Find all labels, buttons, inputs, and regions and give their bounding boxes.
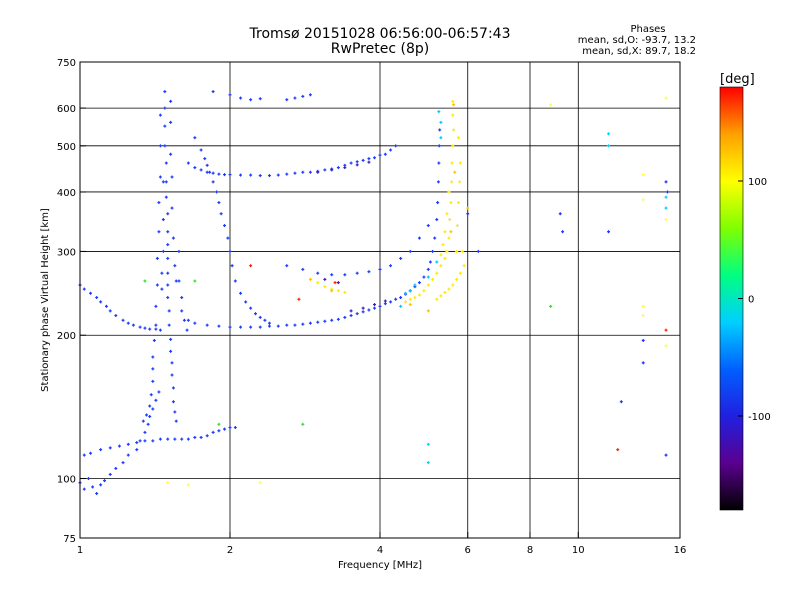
data-points — [78, 90, 669, 496]
x-tick-label: 1 — [77, 545, 83, 556]
chart-title: Tromsø 20151028 06:56:00-06:57:43 — [249, 26, 511, 42]
colorbar-ticks: 100 0 -100 — [738, 177, 771, 423]
y-tick-label: 400 — [57, 188, 76, 199]
colorbar-tick-label: -100 — [748, 412, 771, 423]
y-tick-label: 75 — [63, 534, 76, 545]
x-tick-label: 10 — [572, 545, 585, 556]
x-tick-label: 6 — [465, 545, 471, 556]
y-tick-label: 100 — [57, 475, 76, 486]
x-tick-label: 2 — [227, 545, 233, 556]
y-tick-label: 300 — [57, 247, 76, 258]
phase-heading: Phases — [630, 24, 666, 35]
x-tick-label: 4 — [377, 545, 383, 556]
phase-info: Phases mean, sd,O: -93.7, 13.2 mean, sd,… — [560, 24, 696, 57]
y-tick-label: 750 — [57, 58, 76, 69]
grid-lines — [80, 62, 680, 538]
y-tick-label: 600 — [57, 104, 76, 115]
y-tick-label: 500 — [57, 142, 76, 153]
x-tick-label: 16 — [674, 545, 687, 556]
x-tick-label: 8 — [527, 545, 533, 556]
chart-subtitle: RwPretec (8p) — [330, 41, 430, 57]
y-axis-label: Stationary phase Virtual Height [km] — [40, 208, 51, 392]
x-axis-ticks: 1 2 4 6 8 10 16 — [77, 532, 687, 556]
colorbar-label: [deg] — [720, 72, 755, 87]
y-tick-label: 200 — [57, 331, 76, 342]
y-axis-ticks: 75 100 200 300 400 500 600 750 — [57, 58, 86, 545]
colorbar-tick-label: 100 — [748, 177, 767, 188]
phase-mean-x: mean, sd,X: 89.7, 18.2 — [582, 46, 696, 57]
x-axis-label: Frequency [MHz] — [338, 560, 422, 571]
phase-mean-o: mean, sd,O: -93.7, 13.2 — [577, 35, 696, 46]
colorbar-tick-label: 0 — [748, 295, 754, 306]
